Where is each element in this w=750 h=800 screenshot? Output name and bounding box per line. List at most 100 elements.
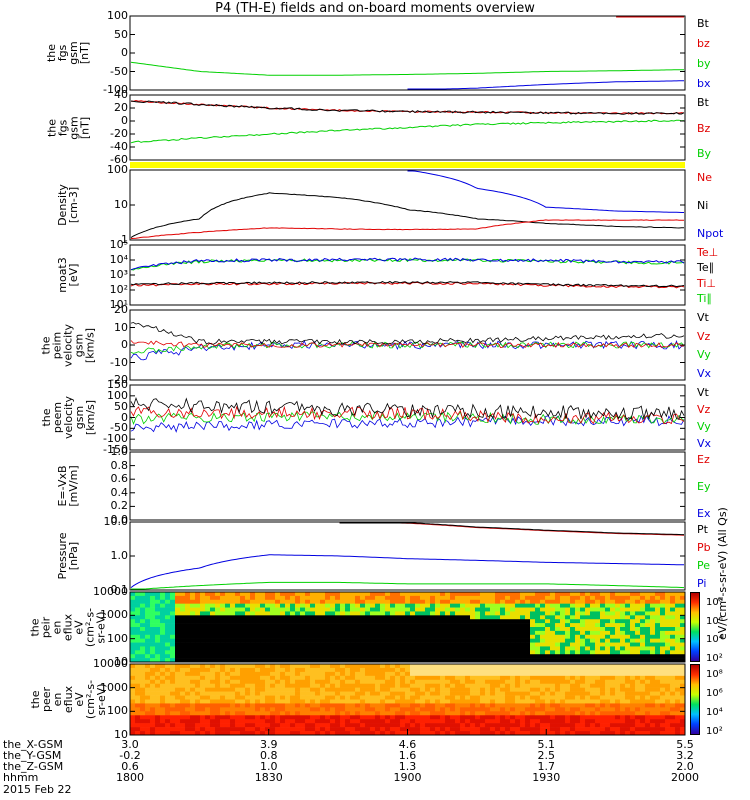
y-tick-label: 0	[121, 114, 128, 127]
legend-by: By	[697, 147, 712, 160]
y-tick-label: 0.4	[110, 485, 129, 499]
y-tick-label: 1.0	[110, 549, 129, 562]
y-axis-label-line: [nT]	[78, 41, 91, 65]
series-vz	[130, 340, 685, 349]
series-bx	[407, 80, 684, 90]
panel-frame-4	[129, 244, 686, 306]
legend-vx: Vx	[697, 367, 712, 380]
y-tick-label: -40	[110, 140, 128, 153]
legend-by: by	[697, 57, 711, 70]
y-tick-label: 10	[114, 728, 128, 741]
x-axis-value: 5.1	[537, 738, 556, 751]
y-axis-label-5: the peim velocity gsm [km/s]	[40, 310, 97, 380]
y-tick-label: -20	[110, 127, 128, 140]
series-te-perp	[130, 257, 685, 271]
series-vx-e	[130, 414, 685, 433]
x-axis-row-label: the_Z-GSM	[3, 760, 64, 773]
legend-bz: Bz	[697, 121, 711, 135]
x-axis-value: 1.6	[398, 749, 417, 762]
y-tick-label: 10	[114, 320, 128, 334]
series-vt	[130, 322, 685, 345]
legend-pi: Pi	[697, 577, 707, 590]
y-tick-label: 100	[107, 388, 128, 402]
legend-te∥: Te∥	[697, 261, 715, 275]
y-axis-label-line: [km/s]	[83, 327, 97, 363]
y-axis-label-line: the	[39, 408, 53, 427]
legend-npot: Npot	[697, 227, 724, 240]
electron-colorbar	[690, 664, 700, 735]
series-bz2	[130, 99, 685, 115]
series-vz-e	[130, 405, 685, 425]
panel-frame-7	[129, 451, 686, 521]
y-axis-label-line: (cm²-s-	[83, 679, 97, 720]
legend-vx: Vx	[697, 437, 712, 450]
colorbar-tick: 10⁶	[706, 615, 723, 627]
legend-vt: Vt	[697, 386, 709, 399]
x-axis-value: 3.9	[260, 738, 278, 751]
y-axis-label-line: [mV/m]	[67, 465, 80, 507]
y-tick-label: 0.0	[110, 513, 129, 526]
legend-vt: Vt	[697, 311, 709, 324]
ion-colorbar	[690, 592, 700, 662]
y-tick-label: -100	[103, 83, 128, 96]
y-tick-label: 0.2	[110, 499, 129, 513]
y-axis-label-line: velocity	[61, 396, 75, 439]
y-tick-label: 10.0	[103, 515, 129, 528]
series-pe	[131, 581, 685, 590]
panel-frame-1	[129, 15, 686, 91]
x-axis-value: 2.0	[676, 760, 694, 773]
colorbar-tick: 10⁸	[706, 669, 723, 680]
y-tick-label: 150	[107, 378, 128, 391]
colorbar-tick: 10⁸	[706, 597, 723, 608]
y-tick-label: 10000	[93, 585, 128, 598]
y-axis-label-3: Density [cm-3]	[56, 170, 80, 240]
y-axis-label-line: gsm	[72, 405, 86, 430]
y-tick-label: 50	[114, 27, 128, 41]
legend-pe: Pe	[697, 559, 711, 572]
legend-pb: Pb	[697, 541, 711, 554]
x-axis-value: 1.0	[260, 760, 278, 773]
y-tick-label: -20	[110, 373, 128, 386]
legend-ti∥: Ti∥	[697, 292, 712, 305]
y-tick-label: 10⁴	[109, 253, 128, 266]
y-axis-label-line: [eV]	[67, 263, 80, 287]
y-axis-label-9: the peir en eflux eV (cm²-s-sr-eV)	[29, 592, 108, 662]
series-ni	[130, 192, 685, 239]
y-axis-label-8: Pressure [nPa]	[56, 522, 80, 590]
y-tick-label: 1.0	[110, 445, 129, 458]
electron-spectrogram	[130, 664, 686, 736]
legend-ne: Ne	[697, 171, 712, 184]
y-axis-label-line: the	[45, 118, 58, 137]
y-tick-label: 10¹	[109, 298, 128, 311]
y-tick-label: 20	[114, 101, 128, 114]
y-tick-label: -150	[103, 443, 128, 456]
legend-pt: Pt	[697, 523, 708, 536]
colorbar-tick: 10²	[706, 653, 723, 664]
legend-ey: Ey	[697, 480, 711, 493]
y-tick-label: 10²	[109, 283, 128, 296]
y-axis-label-line: [km/s]	[83, 399, 97, 436]
x-axis-value: 5.5	[676, 738, 694, 751]
y-axis-label-line: sr-eV)	[94, 610, 108, 644]
y-axis-label-10: the peer en eflux eV (cm²-s-sr-eV)	[29, 664, 108, 735]
y-tick-label: -50	[110, 64, 128, 78]
y-axis-label-line: gsm	[67, 115, 80, 140]
x-axis-value: 3.0	[121, 738, 139, 751]
x-axis-value: 2.5	[537, 749, 556, 762]
x-axis-row-label: the_X-GSM	[3, 738, 63, 751]
series-vy-e	[130, 411, 685, 425]
plot-date: 2015 Feb 22	[3, 783, 72, 796]
colorbar-tick: 10²	[706, 726, 723, 737]
y-axis-label-line: [nT]	[78, 116, 91, 139]
series-npot	[407, 170, 684, 213]
y-axis-label-line: [cm-3]	[67, 186, 80, 224]
x-axis-value: 0.6	[121, 760, 139, 773]
y-tick-label: 0.8	[110, 458, 129, 472]
y-axis-label-6: the peem velocity gsm [km/s]	[39, 385, 97, 450]
colorbar-tick: 10⁴	[706, 707, 723, 718]
panel-frame-2	[129, 94, 686, 161]
x-axis-value: 1900	[393, 771, 422, 784]
legend-vz: Vz	[697, 329, 711, 343]
y-tick-label: 100	[107, 9, 128, 22]
